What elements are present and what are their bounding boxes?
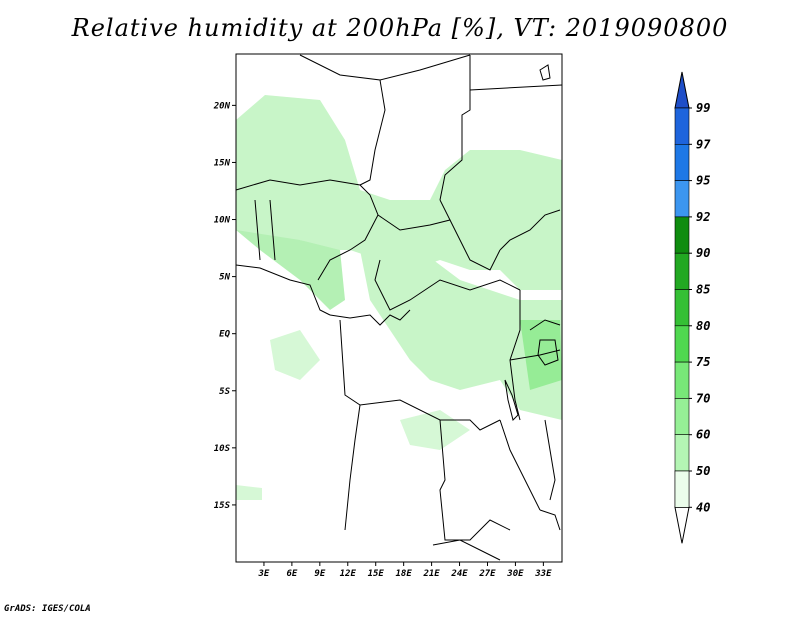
country-borders bbox=[235, 54, 563, 561]
humidity-area-southeast bbox=[400, 410, 470, 450]
border-line bbox=[374, 259, 521, 311]
colorbar-segment bbox=[674, 434, 690, 472]
lat-tick-label: 15S bbox=[214, 501, 231, 511]
colorbar-label: 97 bbox=[696, 137, 711, 151]
lon-tick-label: 3E bbox=[258, 569, 270, 579]
border-line bbox=[379, 54, 471, 81]
border-line bbox=[432, 539, 501, 561]
border-line bbox=[509, 349, 561, 361]
lat-tick-label: 15N bbox=[214, 158, 231, 168]
colorbar-label: 95 bbox=[696, 174, 710, 188]
colorbar-segment bbox=[674, 107, 690, 145]
colorbar-segment bbox=[674, 252, 690, 290]
colorbar-label: 50 bbox=[696, 464, 710, 478]
colorbar-top-arrow bbox=[674, 71, 690, 109]
border-line bbox=[235, 264, 331, 316]
colorbar-label: 90 bbox=[696, 246, 710, 260]
lat-tick-label: 20N bbox=[213, 101, 231, 111]
humidity-area-southwest bbox=[236, 485, 262, 500]
humidity-area-north bbox=[236, 95, 562, 290]
colorbar-label: 60 bbox=[696, 428, 710, 442]
border-line bbox=[377, 214, 501, 271]
lon-tick-label: 21E bbox=[422, 569, 440, 579]
island-outline bbox=[539, 64, 551, 81]
lon-tick-label: 6E bbox=[286, 569, 297, 579]
lon-tick-label: 24E bbox=[450, 569, 468, 579]
colorbar-segment bbox=[674, 470, 690, 508]
lon-tick-label: 27E bbox=[478, 569, 496, 579]
border-line bbox=[539, 509, 561, 531]
colorbar-segment bbox=[674, 216, 690, 254]
humidity-area-west bbox=[236, 230, 345, 310]
border-line bbox=[299, 54, 386, 186]
border-line bbox=[544, 419, 556, 501]
colorbar-label: 70 bbox=[696, 391, 710, 405]
colorbar-segment bbox=[674, 361, 690, 399]
lat-tick-label: 10S bbox=[214, 444, 231, 454]
lat-tick-label: 5N bbox=[219, 273, 230, 283]
longitude-axis: 3E 6E 9E 12E 15E 18E 21E 24E 27E 30E 33E bbox=[258, 562, 552, 579]
colorbar-segment bbox=[674, 398, 690, 435]
colorbar-label: 40 bbox=[696, 500, 710, 514]
colorbar-bottom-arrow bbox=[674, 506, 690, 544]
border-line bbox=[439, 419, 511, 541]
humidity-area-central bbox=[360, 250, 562, 420]
latitude-axis: 20N 15N 10N 5N EQ 5S 10S 15S bbox=[213, 101, 236, 511]
border-line bbox=[269, 199, 276, 261]
colorbar-label: 85 bbox=[696, 283, 710, 297]
map-frame bbox=[235, 53, 563, 563]
border-line bbox=[344, 404, 361, 531]
lon-tick-label: 33E bbox=[534, 569, 552, 579]
colorbar-label: 75 bbox=[696, 355, 710, 369]
border-line bbox=[469, 84, 563, 91]
lat-tick-label: 5S bbox=[219, 387, 230, 397]
humidity-area-coast bbox=[270, 330, 320, 380]
map-title: Relative humidity at 200hPa [%], VT: 201… bbox=[71, 14, 729, 42]
lat-tick-label: 10N bbox=[214, 216, 231, 226]
colorbar-segment bbox=[674, 144, 690, 181]
border-line bbox=[499, 209, 561, 251]
lon-tick-label: 30E bbox=[506, 569, 524, 579]
border-line bbox=[329, 309, 411, 326]
lon-tick-label: 12E bbox=[340, 569, 357, 579]
lon-tick-label: 9E bbox=[314, 569, 325, 579]
lon-tick-label: 15E bbox=[368, 569, 385, 579]
lat-tick-label: EQ bbox=[219, 330, 230, 340]
credit-label: GrADS: IGES/COLA bbox=[4, 604, 91, 614]
colorbar-label: 92 bbox=[696, 210, 710, 224]
lake-outline bbox=[504, 379, 519, 421]
border-line bbox=[439, 199, 451, 221]
lon-tick-label: 18E bbox=[396, 569, 413, 579]
border-line bbox=[439, 55, 471, 201]
colorbar-segment bbox=[674, 180, 690, 218]
colorbar-label: 99 bbox=[696, 101, 710, 115]
border-line bbox=[339, 319, 501, 431]
lake-outline bbox=[537, 339, 559, 366]
border-line bbox=[499, 419, 541, 511]
colorbar: 99 97 95 92 90 85 80 75 70 60 50 40 bbox=[674, 71, 711, 544]
border-line bbox=[235, 179, 379, 281]
humidity-shading bbox=[236, 95, 562, 500]
colorbar-segment bbox=[674, 325, 690, 363]
border-line bbox=[254, 199, 261, 261]
colorbar-label: 80 bbox=[696, 319, 710, 333]
border-line bbox=[529, 319, 561, 331]
colorbar-segment bbox=[674, 289, 690, 327]
